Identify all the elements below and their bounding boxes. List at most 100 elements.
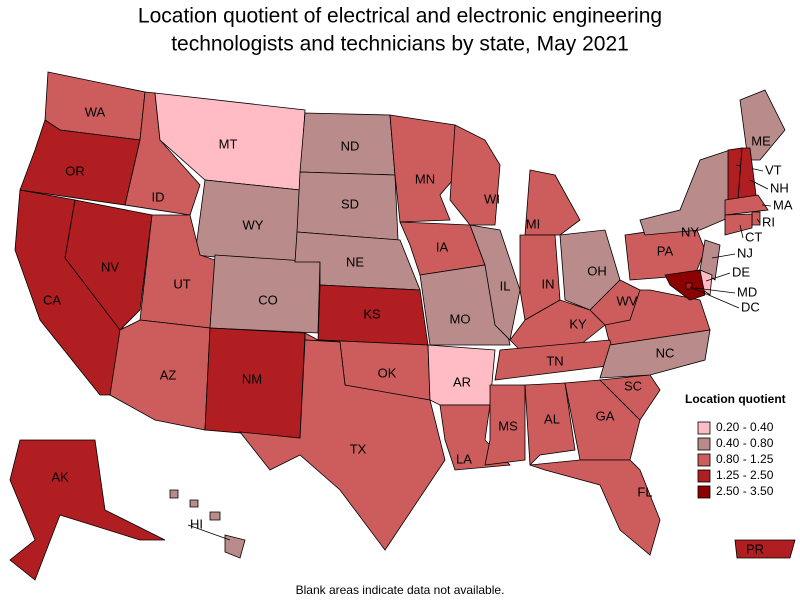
footnote: Blank areas indicate data not available. <box>296 583 505 597</box>
state-shape <box>529 459 661 556</box>
state-label: CA <box>43 292 61 307</box>
state-label: GA <box>596 408 615 423</box>
state-label: WY <box>243 217 264 232</box>
state-label: RI <box>762 214 775 229</box>
state-label: NY <box>681 224 699 239</box>
state-shape <box>599 329 711 379</box>
state-shape <box>169 489 179 499</box>
state-label: AL <box>544 411 560 426</box>
state-shape <box>664 269 706 301</box>
state-label: NM <box>242 371 262 386</box>
state-label: TX <box>350 441 367 456</box>
state-label: MN <box>415 171 435 186</box>
state-label: LA <box>456 451 472 466</box>
state-label: SC <box>624 378 642 393</box>
state-label: NE <box>346 254 364 269</box>
island-shape <box>224 534 246 559</box>
leader-line <box>694 287 736 294</box>
state-label: MS <box>498 418 518 433</box>
state-shape <box>524 169 581 236</box>
title-line: technologists and technicians by state, … <box>171 33 629 56</box>
state-label: FL <box>637 484 652 499</box>
leader-line <box>689 286 740 309</box>
state-shape <box>589 279 641 326</box>
leader-line <box>749 179 769 190</box>
state-label: MA <box>773 197 793 212</box>
states <box>9 71 796 581</box>
state-label: OH <box>587 263 607 278</box>
state-label: KY <box>569 316 587 331</box>
state-shape <box>599 374 661 421</box>
state-shape <box>639 149 736 236</box>
state-label: UT <box>173 276 190 291</box>
state-shape <box>724 194 769 216</box>
state-label: WA <box>85 104 106 119</box>
leader-line <box>711 253 736 259</box>
state-label: IN <box>542 276 555 291</box>
state-label: MD <box>737 284 757 299</box>
state-shape <box>239 339 446 551</box>
state-label: NV <box>101 259 119 274</box>
legend-label: 0.20 - 0.40 <box>716 420 774 434</box>
state-shape <box>64 199 153 331</box>
state-shape <box>724 213 753 236</box>
legend-label: 2.50 - 3.50 <box>716 484 774 498</box>
state-label: KS <box>363 306 381 321</box>
state-label: IA <box>436 239 449 254</box>
legend-label: 0.40 - 0.80 <box>716 436 774 450</box>
state-shape <box>9 439 166 581</box>
island-shape <box>189 499 199 508</box>
leader-line <box>756 218 761 224</box>
state-label: TN <box>546 353 563 368</box>
leader-line <box>705 272 731 282</box>
state-shape <box>685 282 693 290</box>
state-shape <box>751 211 761 226</box>
state-shape <box>524 382 576 466</box>
state-label: AR <box>453 374 471 389</box>
legend-swatch <box>697 421 711 435</box>
leader-line <box>761 204 772 207</box>
state-label: MO <box>450 311 471 326</box>
island-shape <box>209 511 221 521</box>
state-shape <box>564 379 641 461</box>
state-label: SD <box>341 196 359 211</box>
leader-line <box>187 524 231 541</box>
legend-title: Location quotient <box>685 392 786 406</box>
state-shape <box>699 239 721 281</box>
state-label: ME <box>751 133 771 148</box>
state-label: ND <box>341 138 360 153</box>
state-label: CO <box>258 292 278 307</box>
legend-swatch <box>697 469 711 483</box>
state-label: NJ <box>737 245 753 260</box>
state-label: AZ <box>160 367 177 382</box>
state-shape <box>449 124 501 226</box>
state-label: AK <box>51 469 69 484</box>
state-label: PR <box>746 541 764 556</box>
state-label: DE <box>732 264 750 279</box>
state-label: WI <box>484 191 500 206</box>
state-label: IL <box>500 278 511 293</box>
state-label: PA <box>657 243 674 258</box>
state-shape <box>484 384 526 466</box>
state-label: WV <box>617 293 638 308</box>
state-label: MI <box>526 216 540 231</box>
title-line: Location quotient of electrical and elec… <box>138 5 662 28</box>
state-label: DC <box>741 299 760 314</box>
legend-swatch <box>697 453 711 467</box>
legend-label: 1.25 - 2.50 <box>716 468 774 482</box>
legend-swatch <box>697 485 711 499</box>
state-label: NH <box>770 180 789 195</box>
state-label: ID <box>152 189 165 204</box>
state-shape <box>734 539 796 559</box>
state-label: CT <box>745 229 762 244</box>
state-label: MT <box>219 136 238 151</box>
state-label: OK <box>378 365 397 380</box>
state-label: HI <box>190 516 203 531</box>
state-label: OR <box>65 163 85 178</box>
legend-swatch <box>697 437 711 451</box>
leader-line <box>739 224 744 239</box>
legend-label: 0.80 - 1.25 <box>716 452 774 466</box>
state-label: NC <box>656 345 675 360</box>
state-label: VT <box>765 162 782 177</box>
